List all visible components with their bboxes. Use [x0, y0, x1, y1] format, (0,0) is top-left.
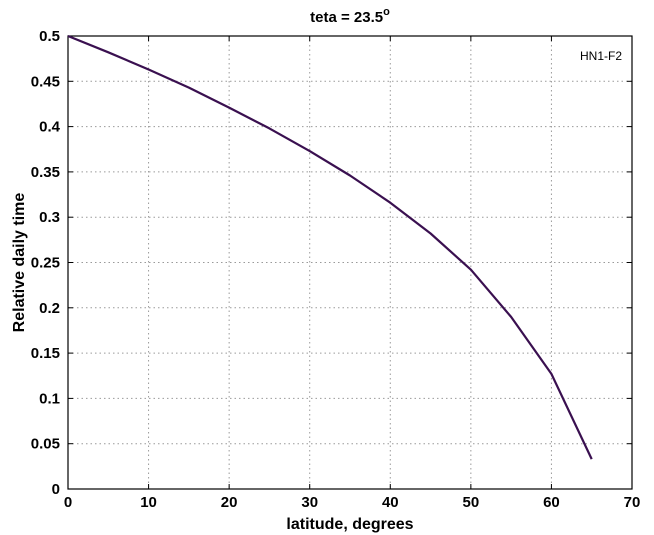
- x-tick-label: 60: [543, 494, 560, 511]
- x-tick-label: 10: [140, 494, 157, 511]
- chart-title: teta = 23.5o: [310, 6, 390, 26]
- y-tick-label: 0.2: [39, 300, 60, 317]
- series-line: [67, 34, 593, 460]
- y-tick-label: 0.5: [39, 28, 60, 45]
- series-annotation: HN1-F2: [580, 49, 622, 63]
- y-tick-labels: 0 0.05 0.1 0.15 0.2 0.25 0.3 0.35 0.4 0.45 0.5: [31, 28, 61, 498]
- y-tick-label: 0.25: [31, 255, 60, 272]
- x-tick-label: 20: [221, 494, 238, 511]
- grid-lines: [68, 36, 632, 489]
- chart-title-main: teta = 23.5: [310, 9, 383, 26]
- y-tick-label: 0.45: [31, 73, 60, 90]
- y-tick-label: 0.1: [39, 390, 60, 407]
- y-tick-label: 0.4: [39, 119, 61, 136]
- axis-ticks: [67, 35, 633, 490]
- y-tick-label: 0.3: [39, 209, 60, 226]
- y-axis-label: Relative daily time: [11, 193, 28, 333]
- y-tick-label: 0: [52, 481, 60, 498]
- x-tick-label: 0: [64, 494, 72, 511]
- x-axis-label: latitude, degrees: [286, 516, 413, 533]
- plot-area: [67, 35, 633, 490]
- y-tick-label: 0.05: [31, 436, 60, 453]
- y-tick-label: 0.35: [31, 164, 60, 181]
- x-tick-label: 70: [624, 494, 641, 511]
- x-tick-label: 30: [301, 494, 318, 511]
- y-tick-label: 0.15: [31, 345, 60, 362]
- chart-title-superscript: o: [383, 6, 390, 18]
- x-tick-label: 50: [463, 494, 480, 511]
- series-layer: [67, 34, 593, 460]
- x-tick-label: 40: [382, 494, 399, 511]
- x-tick-labels: 0 10 20 30 40 50 60 70: [64, 494, 641, 511]
